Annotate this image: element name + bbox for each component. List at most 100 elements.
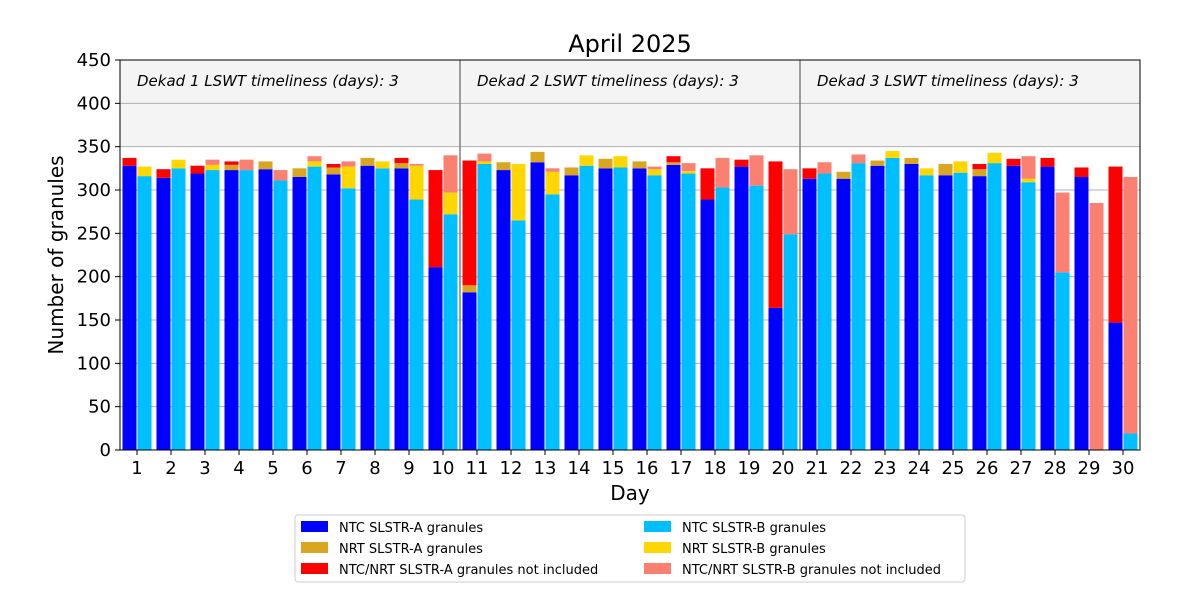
x-tick-label: 4 <box>233 458 244 479</box>
bar-segment <box>1006 158 1021 166</box>
bar-segment <box>1074 177 1089 450</box>
bar-segment <box>681 170 696 174</box>
y-tick-label: 300 <box>77 180 111 201</box>
bar-segment <box>258 169 273 450</box>
bar-segment <box>273 180 288 450</box>
y-tick-label: 400 <box>77 93 111 114</box>
x-tick-label: 9 <box>403 458 414 479</box>
bar-segment <box>987 152 1002 164</box>
bar-segment <box>749 155 764 186</box>
bar-segment <box>224 161 239 165</box>
bar-segment <box>1040 157 1055 167</box>
bar-segment <box>462 285 477 293</box>
bar-segment <box>802 178 817 450</box>
x-tick-label: 26 <box>976 458 999 479</box>
bar-segment <box>851 163 866 450</box>
bar-segment <box>1108 322 1123 450</box>
bar-segment <box>681 173 696 451</box>
bar-segment <box>919 175 934 450</box>
legend-label: NTC SLSTR-A granules <box>339 521 483 536</box>
bar-segment <box>1006 165 1021 450</box>
bar-segment <box>783 234 798 450</box>
bar-segment <box>428 267 443 450</box>
x-tick-label: 17 <box>670 458 693 479</box>
bar-segment <box>122 165 137 450</box>
bar-segment <box>443 155 458 193</box>
y-tick-label: 350 <box>77 137 111 158</box>
axes <box>119 59 1141 451</box>
bar-segment <box>700 168 715 200</box>
bar-segment <box>156 169 171 178</box>
bar-segment <box>409 164 424 166</box>
x-tick-label: 27 <box>1010 458 1033 479</box>
bar-segment <box>783 169 798 235</box>
bar-segment <box>647 169 662 176</box>
legend-swatch <box>301 521 328 532</box>
bar-segment <box>613 156 628 168</box>
x-tick-label: 13 <box>534 458 557 479</box>
bar-segment <box>341 161 356 167</box>
bar-segment <box>462 160 477 286</box>
bar-segment <box>836 178 851 450</box>
x-tick-label: 19 <box>738 458 761 479</box>
bar-segment <box>292 168 307 177</box>
bar-segment <box>987 163 1002 450</box>
legend-label: NRT SLSTR-B granules <box>682 542 826 557</box>
bar-segment <box>341 188 356 450</box>
y-tick-label: 200 <box>77 267 111 288</box>
bar-segment <box>598 158 613 169</box>
bar-segment <box>1108 166 1123 323</box>
x-tick-label: 10 <box>432 458 455 479</box>
bar-segment <box>428 170 443 268</box>
bar-segment <box>734 166 749 450</box>
bar-segment <box>205 164 220 171</box>
dekad-label: Dekad 2 LSWT timeliness (days): 3 <box>477 72 739 90</box>
bar-segment <box>326 174 341 450</box>
bar-segment <box>496 162 511 171</box>
bar-segment <box>1123 433 1138 450</box>
bar-segment <box>496 170 511 451</box>
bar-segment <box>613 167 628 450</box>
bar-segment <box>394 157 409 164</box>
dekad-dividers <box>459 60 801 450</box>
bars <box>122 151 1138 451</box>
bar-segment <box>972 176 987 450</box>
bar-segment <box>511 164 526 221</box>
bar-segment <box>1074 167 1089 177</box>
legend-swatch <box>301 542 328 553</box>
plot-area <box>120 60 1140 450</box>
bar-segment <box>1123 177 1138 434</box>
bar-segment <box>715 187 730 450</box>
bar-segment <box>292 177 307 450</box>
bar-segment <box>632 168 647 451</box>
bar-segment <box>137 166 152 177</box>
bar-segment <box>409 165 424 200</box>
bar-segment <box>953 161 968 173</box>
bar-segment <box>190 165 205 174</box>
bar-segment <box>647 166 662 170</box>
y-tick-label: 0 <box>100 440 111 461</box>
bar-segment <box>938 175 953 450</box>
x-tick-label: 23 <box>874 458 897 479</box>
x-tick-label: 16 <box>636 458 659 479</box>
x-tick-label: 22 <box>840 458 863 479</box>
bar-segment <box>156 177 171 450</box>
bar-segment <box>360 165 375 450</box>
legend-label: NTC/NRT SLSTR-B granules not included <box>682 563 941 578</box>
chart-title: April 2025 <box>568 30 692 58</box>
bar-segment <box>681 163 696 171</box>
bar-segment <box>530 151 545 163</box>
bar-segment <box>239 170 254 451</box>
bar-segment <box>632 161 647 169</box>
bar-segment <box>375 161 390 169</box>
bar-segment <box>1089 203 1104 450</box>
bar-segment <box>477 153 492 162</box>
bar-segment <box>545 168 560 172</box>
bar-segment <box>817 162 832 174</box>
bar-segment <box>885 151 900 158</box>
bar-segment <box>666 162 681 165</box>
bar-segment <box>545 194 560 450</box>
bar-segment <box>749 185 764 450</box>
x-tick-label: 28 <box>1044 458 1067 479</box>
